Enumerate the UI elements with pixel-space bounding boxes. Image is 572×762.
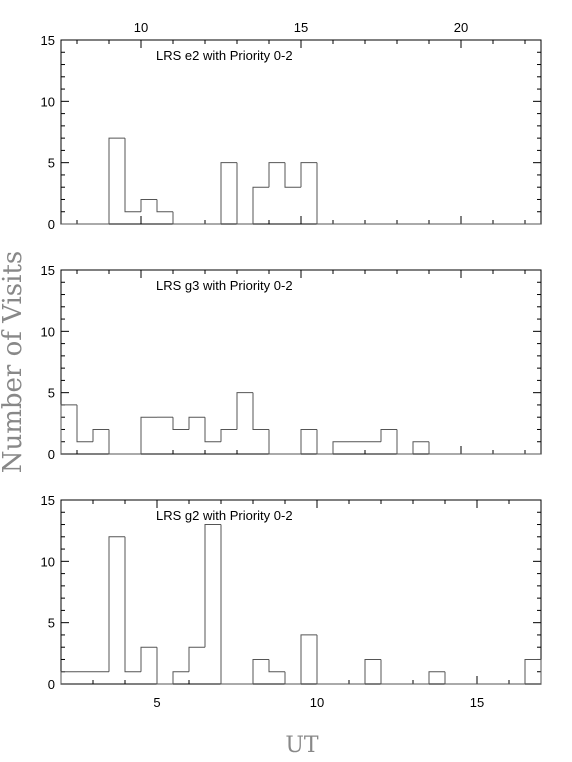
histogram-bin xyxy=(428,671,445,684)
panel-3: 0 5 10 15 5 10 15 LRS g2 with Priority 0-2 xyxy=(41,493,542,710)
histogram-bin xyxy=(220,162,237,224)
histogram-bin xyxy=(300,428,317,454)
histogram-bin xyxy=(332,441,349,454)
histogram-bin xyxy=(412,441,429,454)
histogram-bin xyxy=(172,671,189,684)
panel-title: LRS g2 with Priority 0-2 xyxy=(156,508,293,523)
histogram-bin xyxy=(316,634,333,685)
histogram-bin xyxy=(140,416,157,454)
histogram-bin xyxy=(252,392,269,430)
panel-title: LRS g3 with Priority 0-2 xyxy=(156,278,293,293)
histogram-bin xyxy=(236,162,253,225)
histogram-bin xyxy=(124,138,141,213)
y-tick-label: 0 xyxy=(48,217,55,232)
histogram-bin xyxy=(268,429,285,455)
histogram-bin xyxy=(76,404,93,443)
x-tick-label: 20 xyxy=(454,20,468,35)
panels-group: 0 5 10 15 10 15 20 LRS e2 with Priority 0-2 0 5 10… xyxy=(41,20,542,710)
histogram-bin xyxy=(156,647,173,685)
histogram-bin xyxy=(108,137,125,224)
histogram-bin xyxy=(204,524,221,648)
panel-1: 0 5 10 15 10 15 20 LRS e2 with Priority 0-2 xyxy=(41,20,542,232)
panel-title: LRS e2 with Priority 0-2 xyxy=(156,48,293,63)
x-tick-label: 15 xyxy=(294,20,308,35)
y-tick-label: 5 xyxy=(48,386,55,401)
y-axis-label: Number of Visits xyxy=(0,251,28,474)
histogram-bin xyxy=(364,658,381,684)
histogram-bin xyxy=(268,659,285,673)
histogram-bin xyxy=(268,162,285,188)
y-tick-label: 10 xyxy=(41,324,55,339)
histogram-bin xyxy=(380,659,397,685)
histogram-bin xyxy=(140,198,157,212)
histogram-bin xyxy=(60,404,77,454)
histogram-bin xyxy=(428,441,445,455)
histogram-bin xyxy=(316,162,333,225)
histogram-bin xyxy=(284,162,301,188)
histogram-bin xyxy=(236,392,253,430)
histogram-bin xyxy=(92,428,109,442)
x-tick-label: 15 xyxy=(470,695,484,710)
histogram-bin xyxy=(140,646,157,672)
histogram-bin xyxy=(380,428,397,442)
y-tick-label: 10 xyxy=(41,94,55,109)
histogram-bin xyxy=(220,428,237,442)
histogram-bin xyxy=(220,524,237,685)
panel-2: 0 5 10 15 LRS g3 with Priority 0-2 xyxy=(41,263,542,462)
y-tick-label: 5 xyxy=(48,616,55,631)
histogram-bin xyxy=(300,162,317,188)
x-tick-label: 10 xyxy=(134,20,148,35)
y-tick-label: 0 xyxy=(48,447,55,462)
y-tick-label: 0 xyxy=(48,677,55,692)
histogram-bin xyxy=(252,658,269,684)
histogram-bin xyxy=(124,536,141,673)
histogram-bin xyxy=(108,536,125,672)
plot-frame xyxy=(60,39,542,225)
histogram-bin xyxy=(60,671,77,684)
histogram-bin xyxy=(300,634,317,684)
y-tick-label: 5 xyxy=(48,156,55,171)
histogram-bin xyxy=(172,417,189,430)
x-axis-label: UT xyxy=(285,733,319,758)
histogram-bin xyxy=(204,417,221,443)
histogram-bin xyxy=(172,211,189,225)
histogram-bin xyxy=(156,199,173,213)
histogram-bin xyxy=(284,671,301,685)
histogram-bin xyxy=(188,416,205,430)
y-tick-label: 10 xyxy=(41,554,55,569)
x-tick-label: 10 xyxy=(310,695,324,710)
histogram-bin xyxy=(188,646,205,672)
plot-frame xyxy=(60,269,542,455)
y-tick-label: 15 xyxy=(41,493,55,508)
histogram-bin xyxy=(444,671,461,685)
histogram-bin xyxy=(524,658,541,684)
y-tick-label: 15 xyxy=(41,33,55,48)
histogram-bin xyxy=(396,429,413,455)
y-tick-label: 15 xyxy=(41,263,55,278)
histogram-bin xyxy=(252,186,269,224)
histogram-bin xyxy=(316,429,333,455)
x-tick-label: 5 xyxy=(153,695,160,710)
histogram-bin xyxy=(108,429,125,455)
